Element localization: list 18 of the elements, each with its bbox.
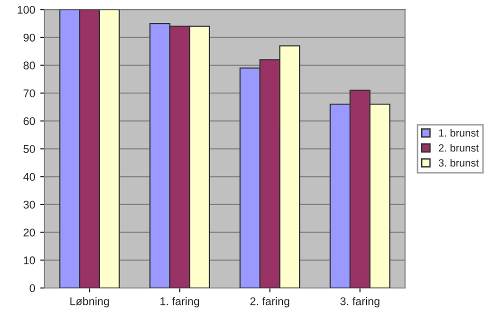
y-tick-label: 10 [24, 256, 35, 264]
y-tick-label: 40 [23, 172, 35, 181]
y-tick-label: 70 [24, 89, 35, 98]
y-tick-label: 90 [24, 34, 35, 42]
x-tick-label: 3. faring [340, 297, 380, 308]
y-tick-label: 100 [18, 6, 35, 14]
y-tick-label: 20 [24, 228, 35, 236]
x-tick-label: 2. faring [250, 297, 290, 308]
x-tick-label: Løbning [70, 297, 109, 308]
y-tick-label: 80 [24, 62, 35, 70]
legend-label: 2. brunst [438, 144, 479, 152]
x-tick-label: 1. faring [160, 297, 200, 308]
legend-label: 1. brunst [439, 129, 479, 137]
y-tick-label: 60 [24, 117, 35, 126]
y-tick-label: 0 [30, 284, 35, 292]
y-tick-label: 50 [24, 145, 35, 153]
legend-label: 3. brunst [438, 158, 479, 167]
y-tick-label: 30 [24, 200, 35, 209]
